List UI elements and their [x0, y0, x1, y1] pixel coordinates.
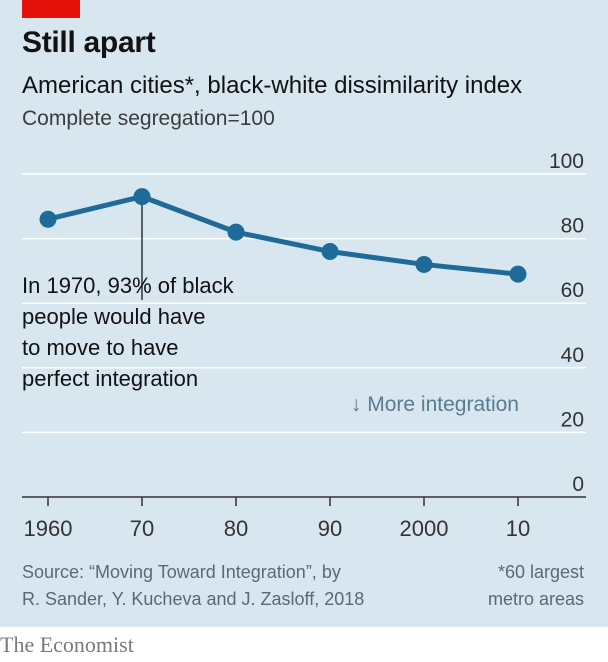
data-point — [415, 255, 433, 273]
x-tick-label: 2000 — [400, 516, 449, 541]
y-tick-label: 40 — [561, 344, 584, 367]
unit-note: Complete segregation=100 — [22, 107, 275, 130]
line-chart: 0 20 40 60 80 100 1960 70 80 90 2000 10 In 1970, 93%… — [22, 150, 586, 541]
callout-text-line: to move to have — [22, 335, 179, 360]
y-tick-label: 0 — [572, 473, 584, 496]
chart-title: Still apart — [22, 26, 156, 59]
data-point — [133, 188, 151, 206]
callout-text-line: In 1970, 93% of black — [22, 273, 235, 298]
callout-text-line: people would have — [22, 304, 205, 329]
source-line: R. Sander, Y. Kucheva and J. Zasloff, 20… — [22, 589, 365, 609]
direction-note: ↓ More integration — [351, 393, 519, 416]
data-point — [509, 265, 527, 283]
x-tick-label: 70 — [130, 516, 154, 541]
brand-logo-text: The Economist — [0, 632, 134, 657]
chart-subtitle: American cities*, black-white dissimilar… — [22, 72, 523, 99]
x-tick-label: 80 — [224, 516, 248, 541]
y-tick-label: 20 — [561, 408, 584, 431]
y-tick-label: 100 — [549, 150, 584, 173]
data-point — [39, 210, 57, 228]
source-line: Source: “Moving Toward Integration”, by — [22, 562, 341, 582]
footnote: *60 largest metro areas — [488, 559, 584, 613]
x-tick-label: 1960 — [24, 516, 73, 541]
chart-panel — [0, 0, 608, 627]
source-note: Source: “Moving Toward Integration”, by … — [22, 559, 364, 613]
footnote-line: *60 largest — [497, 562, 584, 582]
series-line — [45, 194, 521, 277]
y-tick-label: 80 — [561, 215, 584, 238]
y-tick-label: 60 — [561, 279, 584, 302]
brand-accent-tag — [22, 0, 80, 18]
callout-text-line: perfect integration — [22, 366, 198, 391]
footnote-line: metro areas — [487, 589, 584, 609]
x-tick-label: 10 — [506, 516, 530, 541]
data-point — [321, 243, 339, 261]
x-tick-label: 90 — [318, 516, 342, 541]
data-point — [227, 223, 245, 241]
